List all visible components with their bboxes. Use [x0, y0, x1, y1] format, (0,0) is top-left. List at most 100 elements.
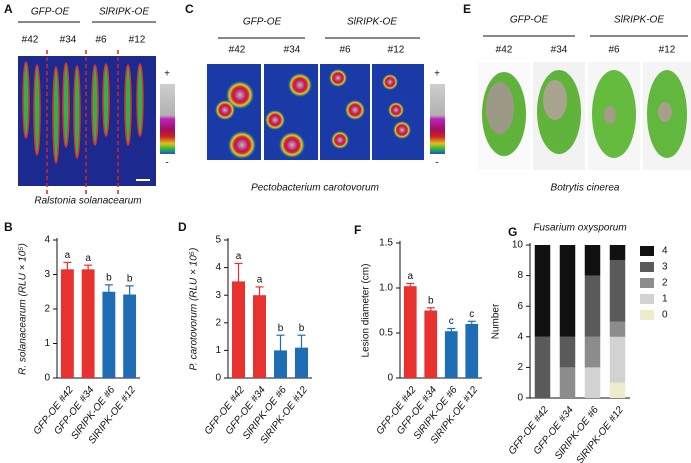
pathogen-caption: Pectobacterium carotovorum — [251, 183, 379, 194]
image-panel-e — [478, 35, 691, 170]
line-label: #12 — [659, 45, 676, 56]
line-label: #6 — [339, 45, 351, 56]
y-tick-label: 1.0 — [379, 283, 393, 294]
bar-segment — [559, 245, 576, 337]
bar-segment — [584, 245, 601, 276]
y-tick-label: 3 — [44, 269, 50, 280]
image-panel-c — [207, 37, 445, 160]
bar-segment — [609, 260, 626, 322]
bar-segment — [559, 367, 576, 398]
y-tick-label: 4 — [44, 235, 50, 246]
significance-letter: a — [407, 271, 413, 282]
y-tick-label: 2 — [44, 304, 50, 315]
y-tick-label: 1.5 — [379, 238, 393, 249]
legend-label: 3 — [662, 262, 668, 273]
significance-letter: b — [299, 323, 305, 334]
bar-segment — [534, 245, 551, 337]
line-label: #34 — [60, 35, 77, 46]
line-label: #42 — [22, 35, 39, 46]
bar — [123, 294, 137, 378]
y-axis-label: P. carotovorum (RLU × 10⁵) — [189, 248, 200, 371]
significance-letter: a — [85, 253, 91, 264]
bar — [81, 269, 95, 378]
y-tick-label: 0 — [215, 373, 221, 384]
group-label: GFP-OE — [31, 7, 70, 18]
legend-label: 2 — [662, 278, 668, 289]
legend-swatch — [640, 294, 654, 304]
group-label: GFP-OE — [243, 17, 282, 28]
significance-letter: b — [278, 323, 284, 334]
y-tick-label: 2 — [517, 362, 523, 373]
bar — [444, 331, 458, 378]
bar — [102, 291, 116, 378]
pathogen-caption: Ralstonia solanacearum — [34, 196, 141, 207]
panel-letter: F — [354, 223, 361, 237]
scale-label: + — [164, 69, 170, 80]
bar — [252, 295, 267, 378]
scale-label: - — [165, 158, 168, 169]
bar-segment — [609, 336, 626, 383]
image-panel-a — [18, 21, 175, 195]
panel-letter: C — [185, 2, 194, 16]
y-tick-label: 0 — [517, 393, 523, 404]
legend-swatch — [640, 278, 654, 288]
group-label: SlRIPK-OE — [614, 15, 664, 26]
y-tick-label: 4 — [517, 331, 523, 342]
significance-letter: b — [428, 295, 434, 306]
bar-segment — [609, 382, 626, 398]
significance-letter: b — [127, 274, 133, 285]
scale-label: + — [434, 69, 440, 80]
legend-label: 1 — [662, 294, 668, 305]
bar-segment — [534, 336, 551, 398]
group-label: SlRIPK-OE — [99, 7, 149, 18]
bar-segment — [609, 321, 626, 337]
bar-segment — [584, 367, 601, 398]
legend-label: 4 — [662, 246, 668, 257]
y-tick-label: 1 — [215, 345, 221, 356]
y-axis-label: R. solanacearum (RLU × 10⁵) — [18, 243, 29, 375]
bar — [424, 310, 438, 378]
panel-letter: D — [178, 220, 187, 234]
y-tick-label: 0 — [387, 373, 393, 384]
pathogen-caption: Botrytis cinerea — [551, 183, 620, 194]
line-label: #42 — [496, 45, 513, 56]
line-label: #34 — [551, 45, 568, 56]
y-tick-label: 1 — [44, 338, 50, 349]
y-tick-label: 6 — [517, 301, 523, 312]
y-tick-label: 0.5 — [379, 328, 393, 339]
bar — [231, 281, 246, 378]
bar — [403, 286, 417, 378]
panel-letter: B — [4, 220, 13, 234]
significance-letter: a — [236, 251, 242, 262]
bar-segment — [584, 336, 601, 368]
legend-label: 0 — [662, 310, 668, 321]
y-axis-label: Lesion diameter (cm) — [361, 264, 372, 358]
legend-swatch — [640, 310, 654, 320]
y-axis-label: Number — [491, 303, 502, 339]
legend-swatch — [640, 262, 654, 272]
significance-letter: a — [65, 250, 71, 261]
panel-letter: A — [4, 2, 13, 16]
chart-title: Fusarium oxysporum — [533, 223, 626, 234]
legend-swatch — [640, 246, 654, 256]
significance-letter: b — [106, 272, 112, 283]
significance-letter: a — [257, 275, 263, 286]
bar — [465, 324, 479, 378]
group-label: SlRIPK-OE — [347, 17, 397, 28]
bar-segment — [559, 336, 576, 368]
y-tick-label: 10 — [512, 240, 524, 251]
y-tick-label: 8 — [517, 270, 523, 281]
bar-segment — [609, 245, 626, 261]
y-tick-label: 2 — [215, 317, 221, 328]
scale-label: - — [435, 158, 438, 169]
line-label: #12 — [388, 45, 405, 56]
y-tick-label: 4 — [215, 262, 221, 273]
y-tick-label: 0 — [44, 373, 50, 384]
y-tick-label: 5 — [215, 235, 221, 246]
bar — [60, 269, 74, 378]
bar-segment — [584, 275, 601, 337]
significance-letter: c — [449, 316, 454, 327]
significance-letter: c — [469, 309, 474, 320]
bar — [294, 347, 309, 378]
